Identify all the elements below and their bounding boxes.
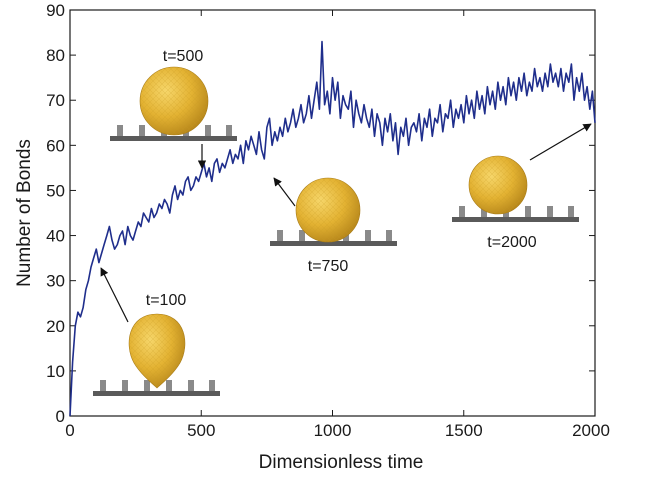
y-tick-label: 20 [46,317,65,336]
y-tick-label: 70 [46,91,65,110]
x-tick-label: 0 [65,421,74,440]
droplet-sphere [128,313,186,389]
y-axis-label: Number of Bonds [14,139,35,287]
inset-t750 [270,177,397,246]
x-tick-label: 2000 [572,421,610,440]
substrate-bar [452,217,579,222]
annotation-label-t500: t=500 [163,48,204,65]
y-tick-label: 80 [46,46,65,65]
inset-t100 [93,313,220,396]
annotation-arrow-t100 [100,267,129,323]
annotation-arrow-t2000 [529,123,592,161]
substrate-bar [93,391,220,396]
x-tick-label: 500 [187,421,215,440]
x-tick-label: 1000 [314,421,352,440]
annotation-label-t750: t=750 [308,258,349,275]
x-axis-ticks: 0 500 1000 1500 2000 [65,10,610,440]
annotation-label-t100: t=100 [146,292,187,309]
y-tick-label: 30 [46,272,65,291]
y-axis-ticks: 0 10 20 30 40 50 60 70 80 90 [46,1,595,426]
x-tick-label: 1500 [445,421,483,440]
droplet-sphere [468,155,528,215]
x-axis-label: Dimensionless time [259,452,424,473]
series-line [69,40,596,417]
droplet-sphere [139,66,209,136]
inset-t500 [110,66,237,141]
y-tick-label: 10 [46,362,65,381]
annotation-label-t2000: t=2000 [487,234,536,251]
inset-t2000 [452,155,579,222]
y-tick-label: 90 [46,1,65,20]
y-tick-label: 40 [46,227,65,246]
pillar-row [100,380,215,391]
y-tick-label: 50 [46,181,65,200]
substrate-bar [110,136,237,141]
annotation-arrow-t750 [273,177,296,207]
droplet-sphere [295,177,361,243]
y-tick-label: 60 [46,136,65,155]
y-tick-label: 0 [56,407,65,426]
substrate-bar [270,241,397,246]
